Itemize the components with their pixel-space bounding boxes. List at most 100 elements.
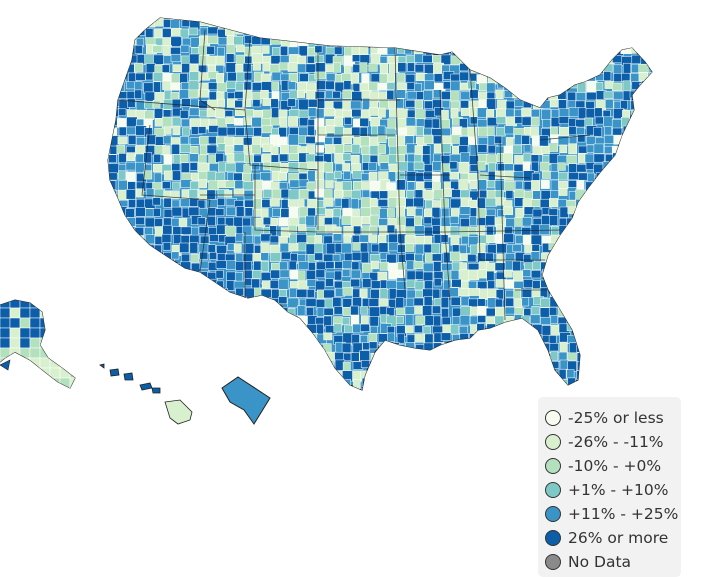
county-cell[interactable] [226,361,236,373]
county-cell[interactable] [342,19,354,31]
county-cell[interactable] [622,226,633,236]
legend-item-no-data[interactable]: No Data [545,550,681,574]
county-cell[interactable] [197,10,207,19]
county-cell[interactable] [253,154,262,163]
county-cell[interactable] [595,29,604,37]
county-cell[interactable] [170,137,181,145]
county-cell[interactable] [279,242,289,254]
county-cell[interactable] [278,109,288,118]
county-cell[interactable] [477,107,488,118]
county-cell[interactable] [217,197,225,206]
county-cell[interactable] [99,324,111,335]
county-cell[interactable] [630,352,639,360]
county-cell[interactable] [594,180,605,190]
county-cell[interactable] [629,262,638,273]
county-cell[interactable] [395,387,404,396]
county-cell[interactable] [658,153,668,162]
county-cell[interactable] [578,305,588,317]
county-cell[interactable] [512,260,521,272]
county-cell[interactable] [332,233,343,242]
county-cell[interactable] [387,208,395,218]
county-cell[interactable] [370,369,383,381]
county-cell[interactable] [458,27,468,37]
county-cell[interactable] [632,154,642,163]
county-cell[interactable] [278,278,289,290]
county-cell[interactable] [558,108,570,118]
county-cell[interactable] [423,181,434,189]
county-cell[interactable] [100,245,108,252]
county-cell[interactable] [632,359,642,369]
county-cell[interactable] [450,369,461,381]
county-cell[interactable] [503,269,513,278]
county-cell[interactable] [459,63,469,72]
county-cell[interactable] [631,332,643,342]
county-cell[interactable] [413,28,424,39]
county-cell[interactable] [100,134,110,144]
county-cell[interactable] [468,28,479,39]
county-cell[interactable] [325,27,337,40]
county-cell[interactable] [253,18,264,30]
county-cell[interactable] [584,342,594,352]
county-cell[interactable] [494,378,506,390]
county-cell[interactable] [568,172,579,181]
county-cell[interactable] [280,144,289,155]
county-cell[interactable] [323,253,334,262]
county-cell[interactable] [649,227,659,236]
county-cell[interactable] [134,298,145,308]
county-cell[interactable] [108,261,117,271]
county-cell[interactable] [622,18,632,28]
county-cell[interactable] [496,126,506,137]
county-cell[interactable] [659,352,668,362]
county-cell[interactable] [189,107,200,117]
county-cell[interactable] [432,398,441,408]
county-cell[interactable] [99,118,106,125]
county-cell[interactable] [496,243,508,254]
county-cell[interactable] [242,63,252,73]
county-cell[interactable] [647,208,656,217]
county-cell[interactable] [263,342,272,354]
county-cell[interactable] [288,380,300,389]
county-cell[interactable] [189,281,199,292]
county-cell[interactable] [180,162,190,173]
county-cell[interactable] [611,332,620,343]
county-cell[interactable] [658,218,666,226]
county-cell[interactable] [631,189,643,198]
county-cell[interactable] [478,18,488,27]
county-cell[interactable] [640,155,651,166]
county-cell[interactable] [621,279,633,289]
county-cell[interactable] [163,350,174,362]
county-cell[interactable] [351,144,361,154]
county-cell[interactable] [234,10,243,19]
county-cell[interactable] [450,235,460,246]
county-cell[interactable] [647,163,658,173]
county-cell[interactable] [179,89,190,100]
county-cell[interactable] [216,245,227,255]
county-cell[interactable] [190,341,202,350]
county-cell[interactable] [262,369,272,380]
county-cell[interactable] [49,327,61,339]
county-cell[interactable] [180,341,191,350]
county-cell[interactable] [108,296,116,305]
county-cell[interactable] [101,44,111,56]
county-cell[interactable] [361,26,372,37]
county-cell[interactable] [342,207,353,217]
county-cell[interactable] [485,55,496,67]
county-cell[interactable] [658,65,665,73]
county-cell[interactable] [288,224,298,234]
county-cell[interactable] [163,315,174,324]
county-cell[interactable] [530,234,542,246]
county-cell[interactable] [162,224,173,235]
county-cell[interactable] [577,379,587,389]
county-cell[interactable] [262,216,272,226]
county-cell[interactable] [179,73,188,84]
county-cell[interactable] [180,198,191,207]
county-cell[interactable] [334,35,345,45]
county-cell[interactable] [496,53,507,65]
county-cell[interactable] [215,270,224,279]
county-cell[interactable] [414,64,425,73]
county-cell[interactable] [613,11,625,20]
county-cell[interactable] [233,243,242,253]
county-cell[interactable] [576,386,586,395]
county-cell[interactable] [621,253,631,263]
county-cell[interactable] [143,170,153,180]
